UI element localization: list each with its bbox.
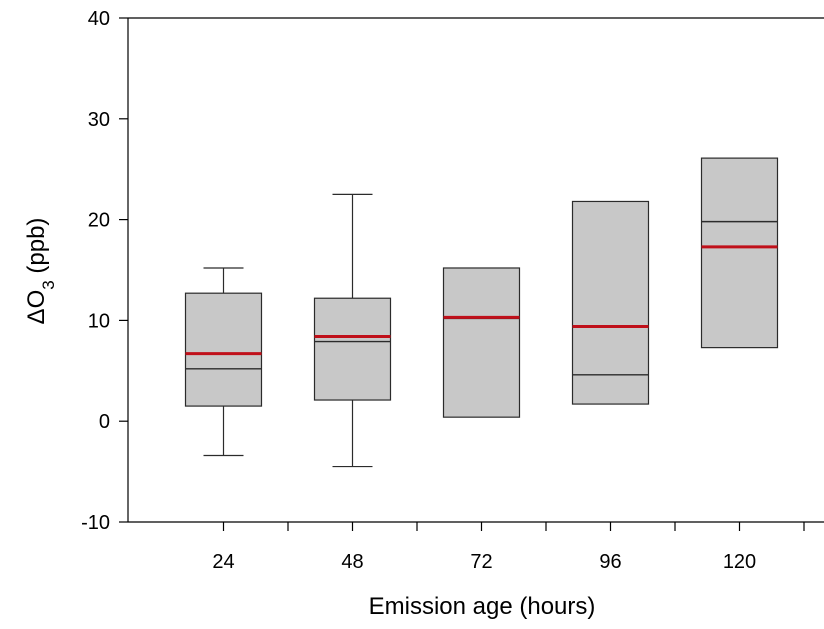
y-axis-title-suffix: (ppb): [23, 218, 50, 281]
box-iqr: [700, 157, 779, 349]
y-tick-label: 10: [88, 310, 110, 332]
box-24: [184, 267, 263, 457]
box-iqr: [442, 267, 521, 418]
box-iqr: [313, 297, 392, 401]
y-tick-label: 20: [88, 210, 110, 232]
x-tick-label: 72: [470, 551, 492, 573]
x-tick-label: 96: [599, 551, 621, 573]
box-iqr: [184, 292, 263, 407]
box-96: [571, 200, 650, 405]
plot-area: [184, 157, 779, 468]
y-axis-title-prefix: ΔO: [23, 290, 50, 325]
box-iqr: [571, 200, 650, 405]
x-tick-label: 24: [212, 551, 234, 573]
x-axis-title: Emission age (hours): [369, 593, 596, 620]
box-48: [313, 193, 392, 468]
y-axis-title: ΔO3 (ppb): [23, 218, 58, 325]
y-tick-label: 30: [88, 109, 110, 131]
x-axis: 24 48 72 96 120: [128, 17, 824, 573]
y-axis-title-subscript: 3: [39, 280, 58, 289]
x-tick-label: 120: [723, 551, 756, 573]
y-tick-label: 0: [99, 411, 110, 433]
y-tick-label: 40: [88, 8, 110, 30]
box-120: [700, 157, 779, 349]
box-72: [442, 267, 521, 418]
x-tick-label: 48: [341, 551, 363, 573]
y-tick-label: -10: [81, 512, 110, 534]
y-axis: -10 0 10 20 30 40: [81, 8, 129, 534]
